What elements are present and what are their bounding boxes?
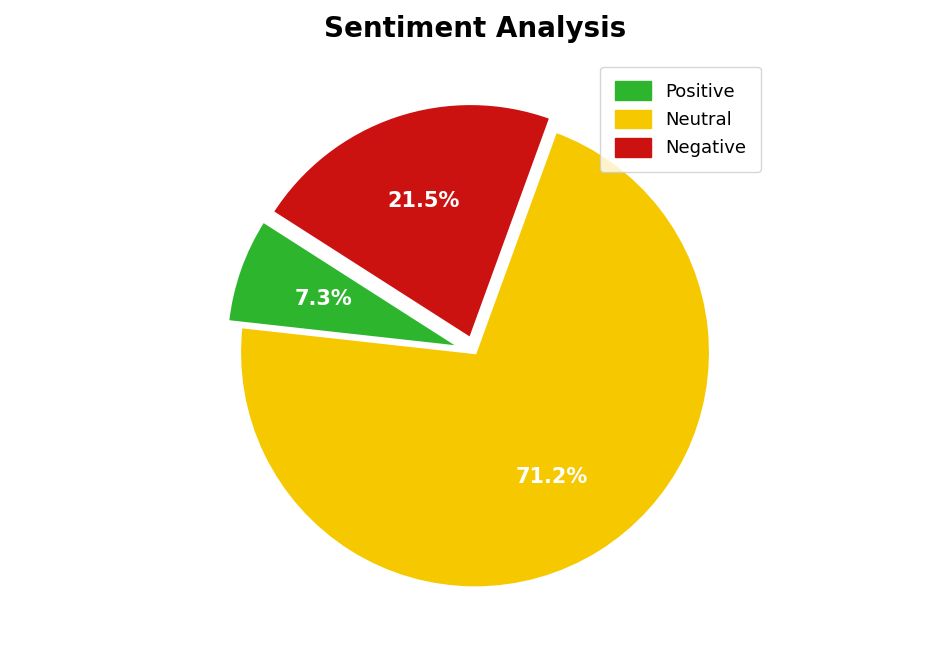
Wedge shape xyxy=(272,103,551,339)
Legend: Positive, Neutral, Negative: Positive, Neutral, Negative xyxy=(600,67,761,172)
Title: Sentiment Analysis: Sentiment Analysis xyxy=(324,15,626,43)
Wedge shape xyxy=(227,220,462,348)
Text: 21.5%: 21.5% xyxy=(388,191,460,211)
Wedge shape xyxy=(239,131,711,588)
Text: 7.3%: 7.3% xyxy=(295,289,352,309)
Text: 71.2%: 71.2% xyxy=(516,467,588,487)
